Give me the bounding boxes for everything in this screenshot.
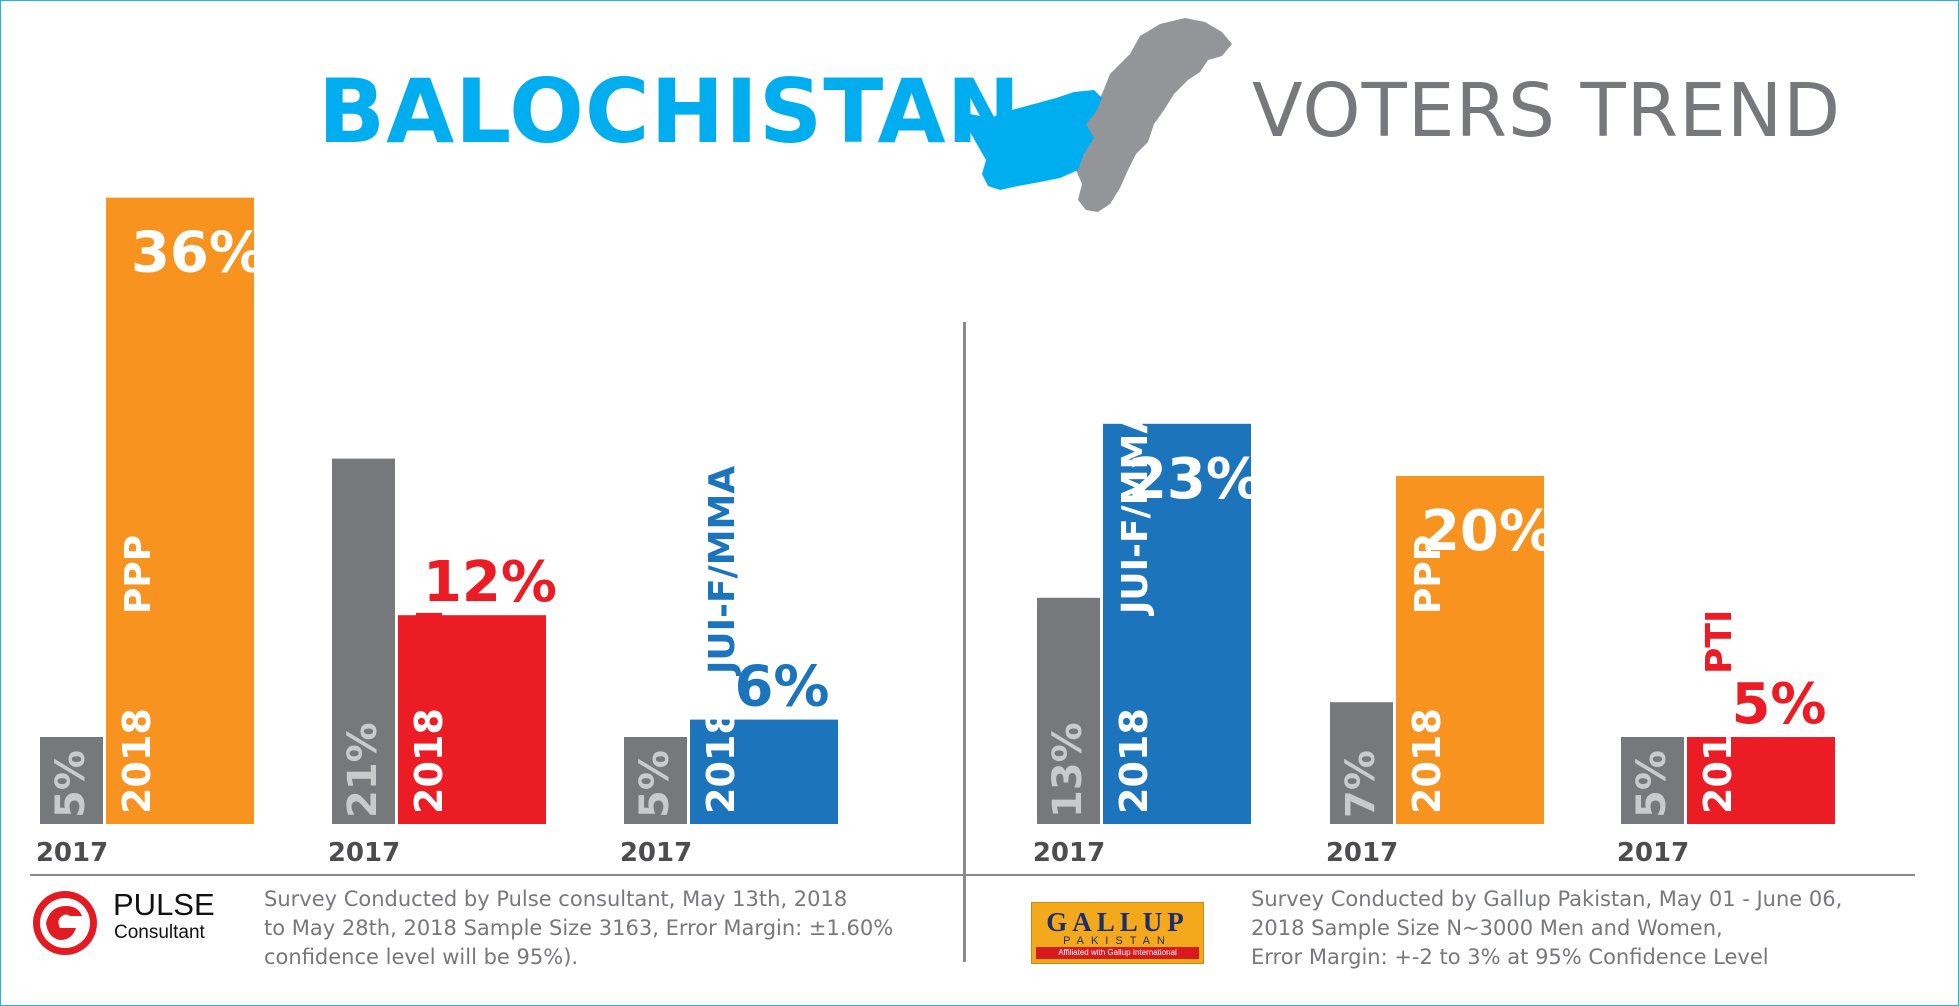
gallup-logo-country: PAKISTAN [1063,935,1172,947]
value-label-2017: 5% [632,750,678,818]
party-label: PTI [410,610,451,674]
value-label-2017: 13% [1045,722,1091,818]
year-label-2018: 2018 [699,708,743,814]
year-label-2017: 2017 [1326,838,1398,868]
gallup-logo: GALLUP PAKISTAN Affiliated with Gallup I… [1031,902,1204,964]
party-label: JUI-F/MMA [702,466,743,677]
year-label-2017: 2017 [1033,838,1105,868]
year-label-2017: 2017 [36,838,108,868]
value-label-2018: 12% [423,550,557,615]
footer-divider [30,874,1915,876]
party-label: PPP [118,535,159,614]
gallup-note-line: 2018 Sample Size N~3000 Men and Women, [1251,916,1723,940]
title-voters-trend: VOTERS TREND [1252,68,1842,154]
bar-2018 [1396,476,1544,824]
party-label: PTI [1699,610,1740,674]
gallup-logo-tag: Affiliated with Gallup International [1036,947,1199,959]
party-label: PPP [1408,535,1449,614]
value-label-2018: 20% [1421,499,1555,564]
bar-2017 [40,737,103,824]
pakistan-map-grey [1076,18,1232,212]
year-label-2018: 2018 [407,708,451,814]
balochistan-region [970,90,1102,190]
pakistan-map-icon [970,18,1232,212]
bar-2018 [1103,423,1251,824]
year-label-2018: 2018 [1696,708,1740,814]
pulse-survey-note: Survey Conducted by Pulse consultant, Ma… [264,885,893,972]
party-label: JUI-F/MMA [1115,406,1156,617]
bar-2017 [624,737,687,824]
bar-2018 [398,615,546,824]
value-label-2017: 21% [340,722,386,818]
year-label-2017: 2017 [328,838,400,868]
bar-2017 [1037,597,1100,824]
value-label-2018: 6% [734,655,829,720]
gallup-logo-name: GALLUP [1046,907,1189,937]
gallup-note-line: Error Margin: +-2 to 3% at 95% Confidenc… [1251,945,1769,969]
pulse-note-line: to May 28th, 2018 Sample Size 3163, Erro… [264,916,894,940]
pulse-logo-subtitle: Consultant [114,922,205,943]
bar-2018 [690,719,838,824]
bar-2017 [1330,702,1393,824]
bar-2017 [1621,737,1684,824]
year-label-2018: 2018 [115,708,159,814]
pulse-logo-name: PULSE [113,887,215,922]
value-label-2018: 5% [1731,672,1826,737]
gallup-survey-note: Survey Conducted by Gallup Pakistan, May… [1251,885,1842,972]
year-label-2017: 2017 [620,838,692,868]
year-label-2018: 2018 [1112,708,1156,814]
value-label-2017: 5% [48,750,94,818]
year-label-2017: 2017 [1617,838,1689,868]
year-label-2018: 2018 [1405,708,1449,814]
pulse-note-line: confidence level will be 95%). [264,945,579,969]
bar-2018 [106,197,254,825]
pulse-note-line: Survey Conducted by Pulse consultant, Ma… [264,887,848,911]
value-label-2018: 23% [1128,447,1262,512]
bar-2018 [1687,737,1835,824]
title-balochistan: BALOCHISTAN [318,60,1022,163]
pulse-logo-icon [33,891,97,955]
value-label-2018: 36% [131,221,265,286]
value-label-2017: 7% [1338,750,1384,818]
bar-2017 [332,458,395,824]
gallup-note-line: Survey Conducted by Gallup Pakistan, May… [1251,887,1843,911]
panel-divider [963,322,966,962]
value-label-2017: 5% [1629,750,1675,818]
